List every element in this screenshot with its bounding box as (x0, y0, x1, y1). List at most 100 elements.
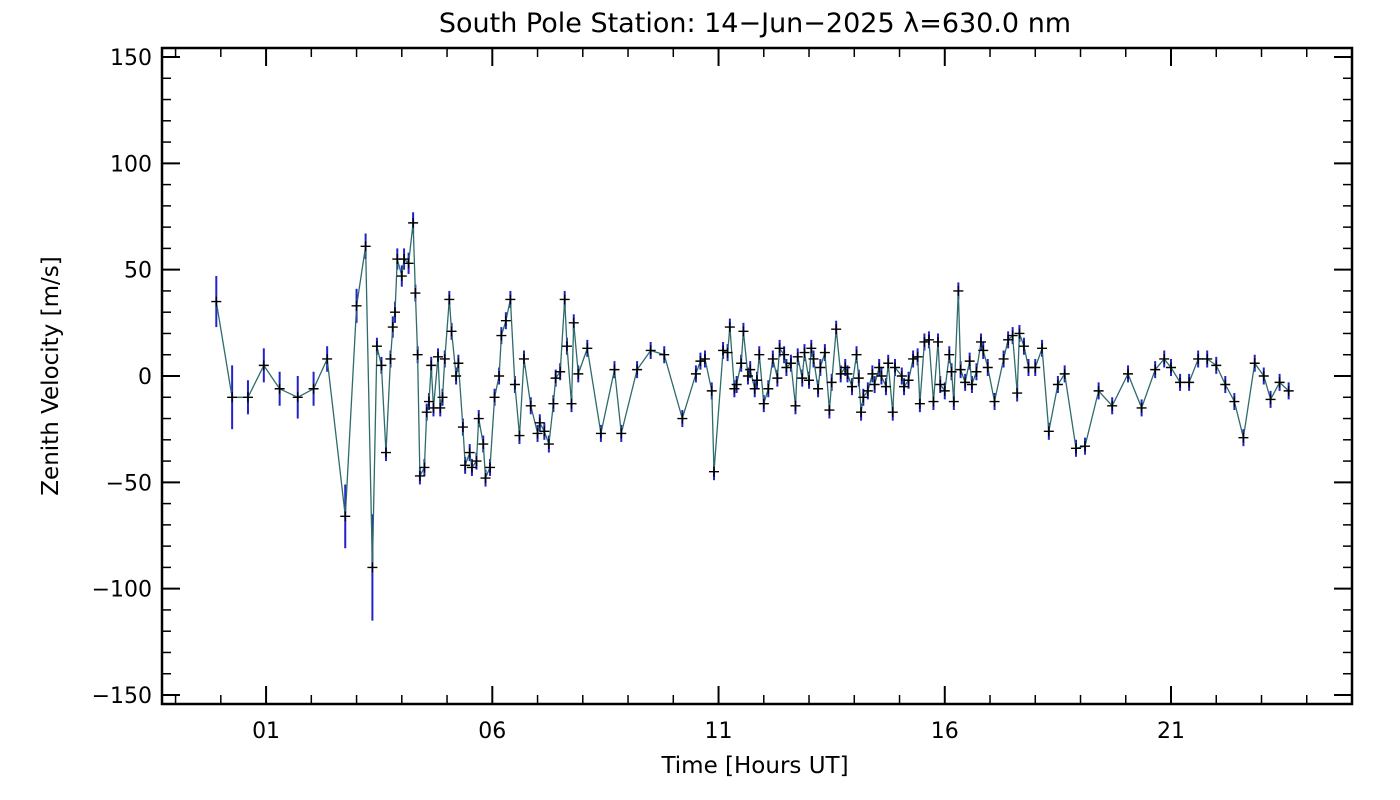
data-point (847, 381, 858, 392)
data-point (539, 426, 550, 437)
data-point (399, 254, 410, 265)
data-point (390, 307, 401, 318)
data-point (566, 398, 577, 409)
x-tick-label: 16 (931, 719, 959, 744)
data-point (227, 392, 238, 403)
data-point (887, 407, 898, 418)
data-point (806, 343, 817, 354)
data-point (514, 430, 525, 441)
data-point (1258, 371, 1269, 381)
data-point (1080, 441, 1091, 452)
x-tick-label: 01 (252, 719, 280, 744)
data-point (736, 358, 747, 369)
data-point (451, 371, 462, 381)
data-point (464, 447, 475, 458)
data-point (559, 294, 570, 305)
y-tick-label: 100 (110, 152, 152, 177)
data-point (785, 358, 796, 369)
data-point (896, 371, 907, 381)
data-point (211, 296, 222, 307)
data-point (423, 396, 434, 407)
data-point (426, 360, 437, 371)
data-point (749, 383, 760, 394)
data-point (975, 336, 986, 347)
y-axis: 150 100 50 0 −50 −100 −150 (92, 46, 1352, 709)
data-point (890, 362, 901, 373)
data-point (867, 368, 878, 379)
data-point (883, 358, 894, 369)
data-point (1030, 362, 1041, 373)
data-point (876, 371, 887, 381)
data-point (376, 360, 387, 371)
data-point (1037, 343, 1048, 354)
data-point (1093, 385, 1104, 396)
data-point (555, 366, 566, 377)
data-point (1136, 402, 1147, 413)
data-point (387, 322, 398, 333)
data-point (1265, 394, 1276, 405)
data-point (609, 364, 620, 375)
data-point (722, 347, 733, 358)
data-point (478, 439, 489, 450)
y-tick-label: 0 (138, 365, 152, 390)
data-point (489, 392, 500, 403)
data-point (919, 336, 930, 347)
data-point (754, 349, 765, 360)
data-point (550, 373, 561, 384)
data-point (935, 379, 946, 390)
data-point (953, 285, 964, 296)
data-point (582, 343, 593, 354)
data-point (473, 413, 484, 424)
data-point (500, 315, 511, 326)
data-point (308, 383, 319, 394)
data-point (856, 407, 867, 418)
data-point (989, 396, 1000, 407)
data-point (982, 362, 993, 373)
data-point (978, 345, 989, 356)
data-point (437, 392, 448, 403)
data-point (1249, 358, 1260, 369)
data-point (471, 456, 482, 467)
data-point (1014, 328, 1025, 339)
data-point (632, 364, 643, 375)
data-point (645, 345, 656, 356)
data-point (944, 349, 955, 360)
data-point (840, 362, 851, 373)
x-axis-label: Time [Hours UT] (660, 753, 848, 779)
data-point (367, 562, 378, 573)
data-point (322, 353, 333, 364)
data-point (874, 362, 885, 373)
data-point (419, 462, 430, 473)
data-point (505, 294, 516, 305)
x-tick-label: 11 (705, 719, 733, 744)
data-point (758, 398, 769, 409)
data-point (1184, 377, 1195, 388)
data-point (779, 349, 790, 360)
data-point (858, 392, 869, 403)
data-point (396, 271, 407, 282)
data-point (914, 398, 925, 409)
data-point (1052, 379, 1063, 390)
data-point (964, 356, 975, 367)
data-point (763, 383, 774, 394)
data-point (446, 326, 457, 337)
data-point (1107, 400, 1118, 411)
data-point (466, 462, 477, 473)
data-point (699, 353, 710, 364)
x-tick-label: 21 (1157, 719, 1185, 744)
data-point (815, 362, 826, 373)
data-point (853, 373, 864, 384)
data-point (706, 385, 717, 396)
data-point (960, 377, 971, 388)
data-point (1211, 360, 1222, 371)
series-line (215, 222, 1290, 568)
data-point (1123, 368, 1134, 379)
data-point (998, 353, 1009, 364)
data-point (1012, 388, 1023, 399)
data-point (797, 373, 808, 384)
data-point (421, 407, 432, 418)
data-point (790, 400, 801, 411)
y-tick-label: 150 (110, 46, 152, 71)
data-point (1003, 334, 1014, 345)
